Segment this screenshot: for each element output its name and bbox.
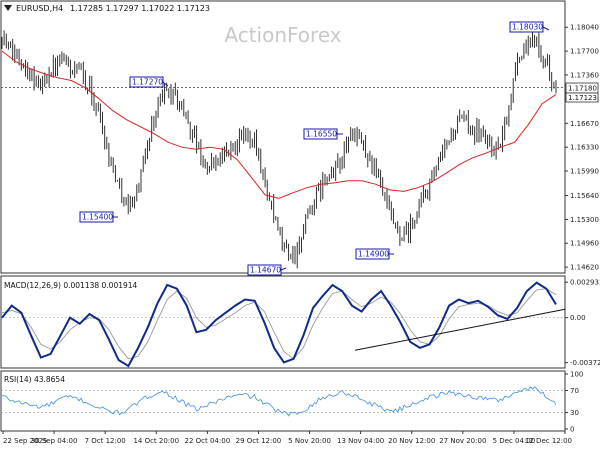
ohlc-values: 1.17285 1.17297 1.17022 1.17123 (70, 4, 210, 13)
price-y-tick-label: 1.14620 (570, 264, 599, 272)
macd-panel-frame (0, 275, 566, 369)
annotation-label: 1.15400 (82, 213, 113, 222)
price-y-tick-label: 1.17360 (570, 71, 599, 79)
rsi-panel: RSI(14) 43.8654 100 70 30 0 (0, 370, 583, 434)
price-y-tick-label: 1.15990 (570, 168, 599, 176)
macd-y-axis: 0.002933 0.00 -0.003724 (565, 279, 600, 367)
price-y-tick-label: 1.15640 (570, 192, 599, 200)
macd-lines (1, 281, 566, 368)
rsi-y-tick-label: 70 (570, 387, 579, 395)
x-tick-label: 22 Oct 04:00 (185, 437, 231, 445)
annotation-label: 1.14900 (358, 250, 389, 259)
x-tick-label: 5 Dec 04:00 (493, 437, 536, 445)
macd-y-tick-label: 0.00 (570, 314, 586, 322)
price-annotation: 1.15400 (79, 211, 118, 223)
price-annotation: 1.14670 (247, 264, 287, 276)
watermark: ActionForex (224, 23, 341, 47)
macd-trendline (354, 308, 566, 351)
price-annotations: 1.17270 1.15400 1.14670 1.16550 1.14900 1.180… (79, 21, 550, 276)
macd-title: MACD(12,26,9) 0.001138 0.001914 (4, 281, 138, 290)
price-annotation: 1.14900 (355, 248, 394, 260)
rsi-y-tick-label: 30 (570, 409, 579, 417)
macd-panel: MACD(12,26,9) 0.001138 0.001914 0.002933… (0, 275, 600, 369)
price-panel: ActionForex EURUSD,H4 1.17285 1.17297 1.… (0, 0, 599, 276)
macd-signal-line (1, 288, 557, 360)
price-y-tick-label: 1.14960 (570, 240, 599, 248)
symbol-dropdown-icon[interactable] (4, 5, 12, 11)
price-annotation: 1.17270 (129, 76, 169, 88)
x-tick-label: 20 Nov 12:00 (388, 437, 435, 445)
x-tick-label: 14 Oct 20:00 (133, 437, 179, 445)
overlap-price-box (565, 92, 599, 103)
rsi-lines (1, 386, 565, 417)
rsi-line (1, 386, 557, 417)
rsi-y-axis: 100 70 30 0 (565, 371, 583, 434)
annotation-connector (162, 81, 169, 87)
x-tick-label: 30 Sep 04:00 (31, 437, 78, 445)
macd-main-line (1, 281, 557, 368)
x-tick-label: 22 Sep 2025 (3, 437, 47, 445)
annotation-label: 1.18030 (512, 23, 543, 32)
price-y-tick-label: 1.16330 (570, 144, 599, 152)
rsi-panel-frame (0, 370, 566, 432)
x-tick-label: 5 Nov 20:00 (288, 437, 331, 445)
price-panel-frame (0, 0, 566, 274)
price-y-tick-label: 1.18040 (570, 24, 599, 32)
x-tick-label: 13 Nov 04:00 (337, 437, 384, 445)
price-y-tick-label: 1.17700 (570, 48, 599, 56)
x-tick-label: 7 Oct 12:00 (85, 437, 126, 445)
macd-y-tick-label: -0.003724 (570, 359, 600, 367)
x-tick-label: 12 Dec 12:00 (525, 437, 572, 445)
x-tick-label: 27 Nov 20:00 (439, 437, 486, 445)
price-annotation: 1.16550 (303, 128, 343, 140)
price-y-tick-label: 1.16670 (570, 120, 599, 128)
macd-y-tick-label: 0.002933 (570, 279, 600, 287)
rsi-title: RSI(14) 43.8654 (4, 375, 65, 384)
rsi-y-tick-label: 100 (570, 371, 583, 379)
annotation-label: 1.17270 (132, 78, 163, 87)
price-annotation: 1.18030 (509, 21, 550, 33)
annotation-label: 1.16550 (306, 130, 337, 139)
annotation-connector (280, 267, 287, 271)
moving-average-line (1, 50, 557, 199)
overlap-price-label: 1.17123 (568, 94, 597, 102)
symbol-label: EURUSD,H4 (16, 4, 63, 13)
annotation-label: 1.14670 (250, 266, 281, 275)
rsi-y-tick-label: 0 (570, 426, 574, 434)
current-price-label: 1.17180 (568, 85, 597, 93)
price-candles (1, 29, 557, 269)
annotation-connector (542, 26, 550, 31)
x-tick-label: 29 Oct 12:00 (236, 437, 282, 445)
moving-average (1, 50, 557, 199)
price-y-tick-label: 1.15300 (570, 216, 599, 224)
